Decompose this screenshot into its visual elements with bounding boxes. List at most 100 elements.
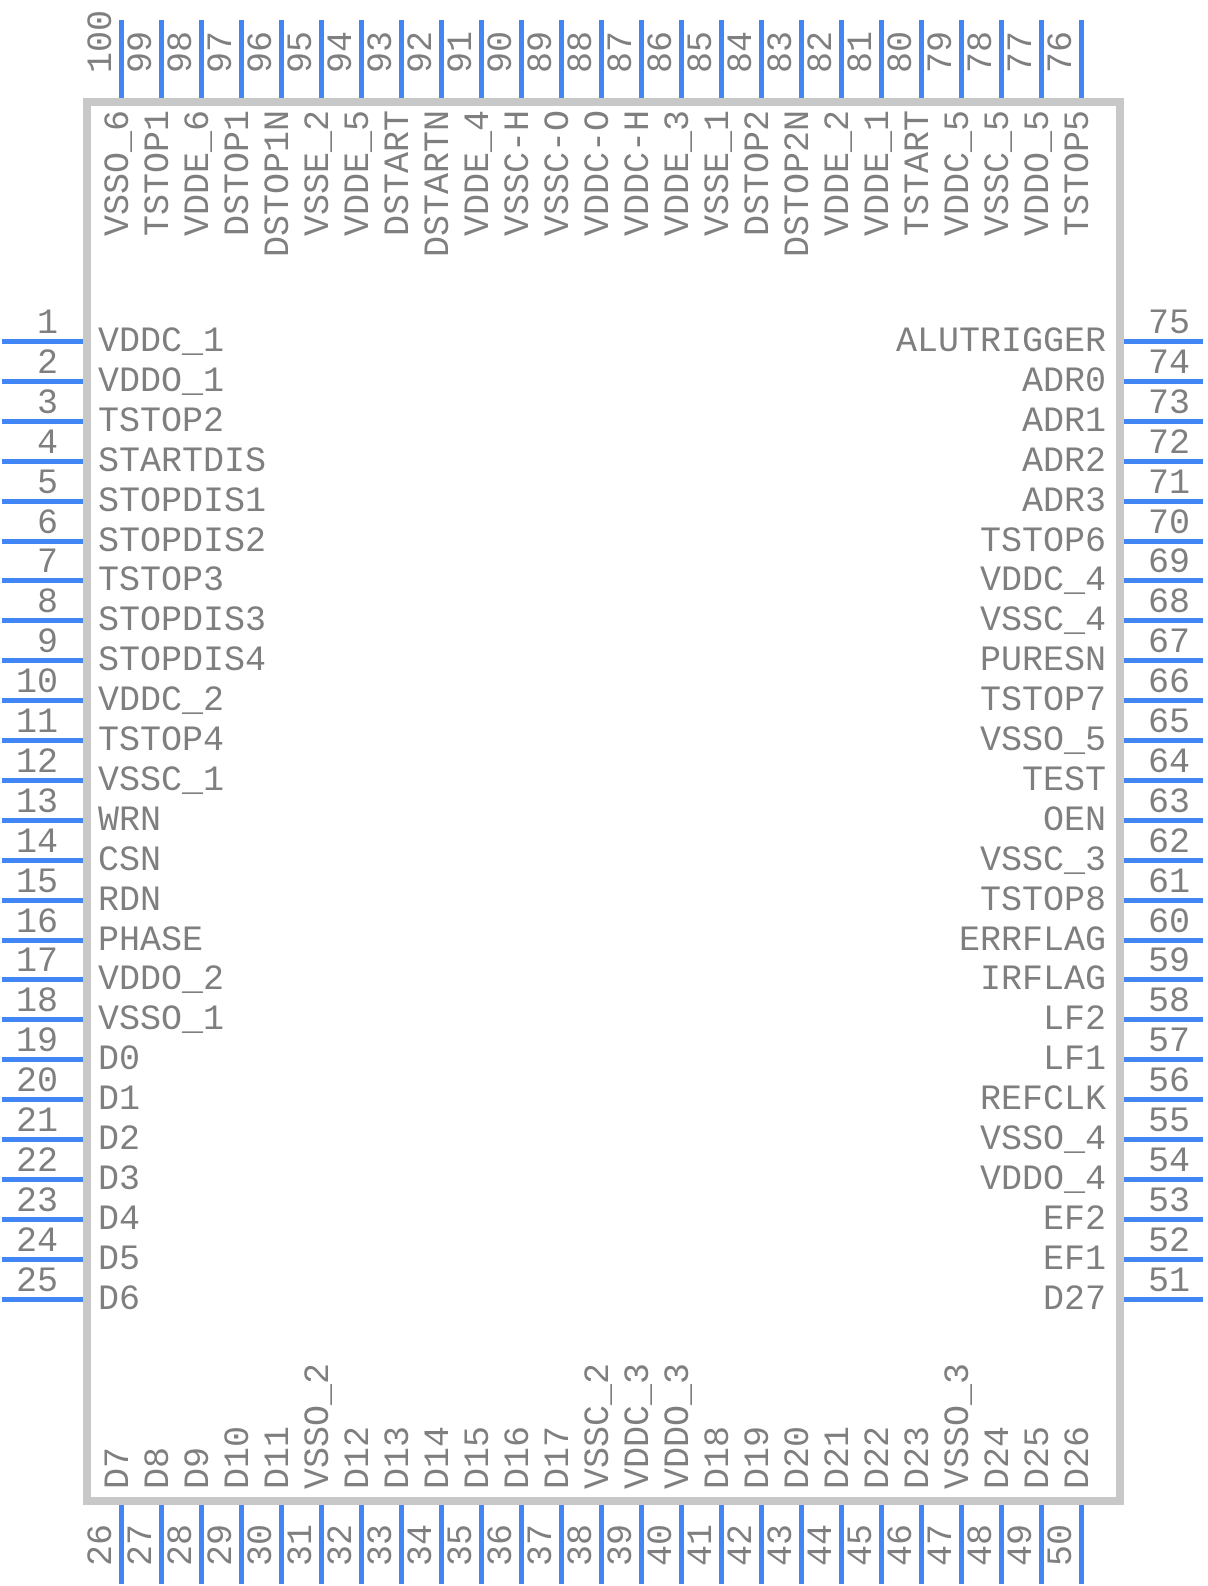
pin-line-24 [2, 1256, 88, 1262]
pin-label-54: VDDO_4 [979, 1159, 1106, 1200]
pin-line-10 [2, 698, 88, 704]
pin-number-92: 92 [402, 30, 442, 73]
pin-label-42: D19 [739, 1425, 779, 1489]
pin-line-96 [279, 20, 284, 106]
pin-line-81 [879, 20, 884, 106]
pin-number-79: 79 [922, 30, 962, 73]
pin-label-61: TSTOP8 [979, 880, 1106, 921]
pin-line-46 [919, 1502, 924, 1584]
pin-line-45 [879, 1502, 884, 1584]
pin-number-40: 40 [642, 1523, 682, 1566]
pin-number-98: 98 [162, 30, 202, 73]
pin-label-25: D6 [98, 1279, 141, 1320]
pin-line-25 [2, 1296, 88, 1302]
pin-number-34: 34 [402, 1523, 442, 1566]
pin-line-68 [1122, 618, 1203, 624]
pin-number-70: 70 [1148, 503, 1191, 544]
pin-label-55: VSSO_4 [979, 1120, 1106, 1160]
pin-line-78 [999, 20, 1004, 106]
pin-label-62: VSSC_3 [979, 840, 1106, 881]
pin-line-84 [759, 20, 764, 106]
pin-label-57: LF1 [1042, 1040, 1106, 1081]
pin-line-70 [1122, 538, 1203, 544]
pin-number-55: 55 [1148, 1102, 1191, 1142]
pin-label-46: D23 [899, 1425, 939, 1489]
pin-number-62: 62 [1148, 822, 1191, 863]
pin-number-3: 3 [36, 383, 58, 424]
pin-label-53: EF2 [1042, 1199, 1106, 1240]
pin-line-55 [1122, 1137, 1203, 1142]
pin-line-95 [319, 20, 324, 106]
pin-line-43 [799, 1502, 804, 1584]
pin-line-38 [599, 1502, 604, 1584]
pin-number-96: 96 [242, 30, 282, 73]
pin-line-17 [2, 977, 88, 983]
pin-label-44: D21 [819, 1425, 859, 1489]
pin-label-3: TSTOP2 [98, 401, 225, 442]
pin-number-37: 37 [522, 1523, 562, 1566]
pin-line-19 [2, 1057, 88, 1063]
pin-line-89 [559, 20, 564, 106]
pin-line-2 [2, 378, 88, 384]
pin-number-51: 51 [1148, 1261, 1191, 1302]
pin-line-21 [2, 1137, 88, 1142]
pin-label-2: VDDO_1 [98, 361, 225, 402]
pin-number-68: 68 [1148, 583, 1191, 624]
pin-line-91 [479, 20, 484, 106]
pin-label-29: D10 [219, 1425, 259, 1489]
pin-line-31 [319, 1502, 324, 1584]
pin-label-73: ADR1 [1021, 401, 1106, 442]
pin-label-15: RDN [98, 880, 162, 921]
pin-label-50: D26 [1059, 1425, 1099, 1489]
pin-number-53: 53 [1148, 1181, 1191, 1222]
pin-label-26: D7 [99, 1446, 139, 1489]
pin-label-89: VSSC-O [539, 110, 579, 237]
pin-number-8: 8 [36, 583, 58, 624]
pin-number-43: 43 [762, 1523, 802, 1566]
pin-label-33: D13 [379, 1425, 419, 1489]
pin-label-34: D14 [419, 1425, 459, 1489]
pin-number-47: 47 [922, 1523, 962, 1566]
pin-label-40: VDDO_3 [659, 1362, 699, 1489]
pin-number-32: 32 [322, 1523, 362, 1566]
pin-label-27: D8 [139, 1446, 179, 1489]
pin-number-42: 42 [722, 1523, 762, 1566]
pin-number-97: 97 [202, 30, 242, 73]
pin-number-7: 7 [36, 543, 58, 584]
pin-number-4: 4 [36, 423, 58, 464]
pin-number-93: 93 [362, 30, 402, 73]
pin-number-63: 63 [1148, 782, 1191, 823]
pin-line-57 [1122, 1057, 1203, 1063]
pin-label-4: STARTDIS [98, 441, 267, 482]
pin-line-65 [1122, 738, 1203, 743]
pin-number-18: 18 [15, 982, 58, 1023]
pin-line-11 [2, 738, 88, 743]
pin-number-90: 90 [482, 30, 522, 73]
pin-label-23: D4 [98, 1199, 141, 1240]
pin-label-5: STOPDIS1 [98, 481, 267, 522]
pin-label-56: REFCLK [979, 1080, 1106, 1121]
pin-number-2: 2 [36, 343, 58, 384]
pin-line-37 [559, 1502, 564, 1584]
pin-number-14: 14 [15, 822, 58, 863]
pin-line-34 [439, 1502, 444, 1584]
pin-line-98 [199, 20, 204, 106]
pin-label-68: VSSC_4 [979, 601, 1106, 642]
pin-line-41 [719, 1502, 724, 1584]
pin-label-20: D1 [98, 1080, 141, 1121]
pin-line-73 [1122, 418, 1203, 424]
pin-label-72: ADR2 [1021, 441, 1106, 482]
pin-line-69 [1122, 578, 1203, 584]
pin-line-47 [959, 1502, 964, 1584]
pin-label-45: D22 [859, 1425, 899, 1489]
pin-number-50: 50 [1042, 1523, 1082, 1566]
pin-line-87 [639, 20, 644, 106]
pin-number-19: 19 [15, 1022, 58, 1063]
pin-line-1 [2, 339, 88, 344]
pin-number-24: 24 [15, 1221, 58, 1262]
pin-number-67: 67 [1148, 623, 1191, 664]
pin-line-76 [1079, 20, 1084, 106]
pin-number-38: 38 [562, 1523, 602, 1566]
pin-number-58: 58 [1148, 982, 1191, 1023]
